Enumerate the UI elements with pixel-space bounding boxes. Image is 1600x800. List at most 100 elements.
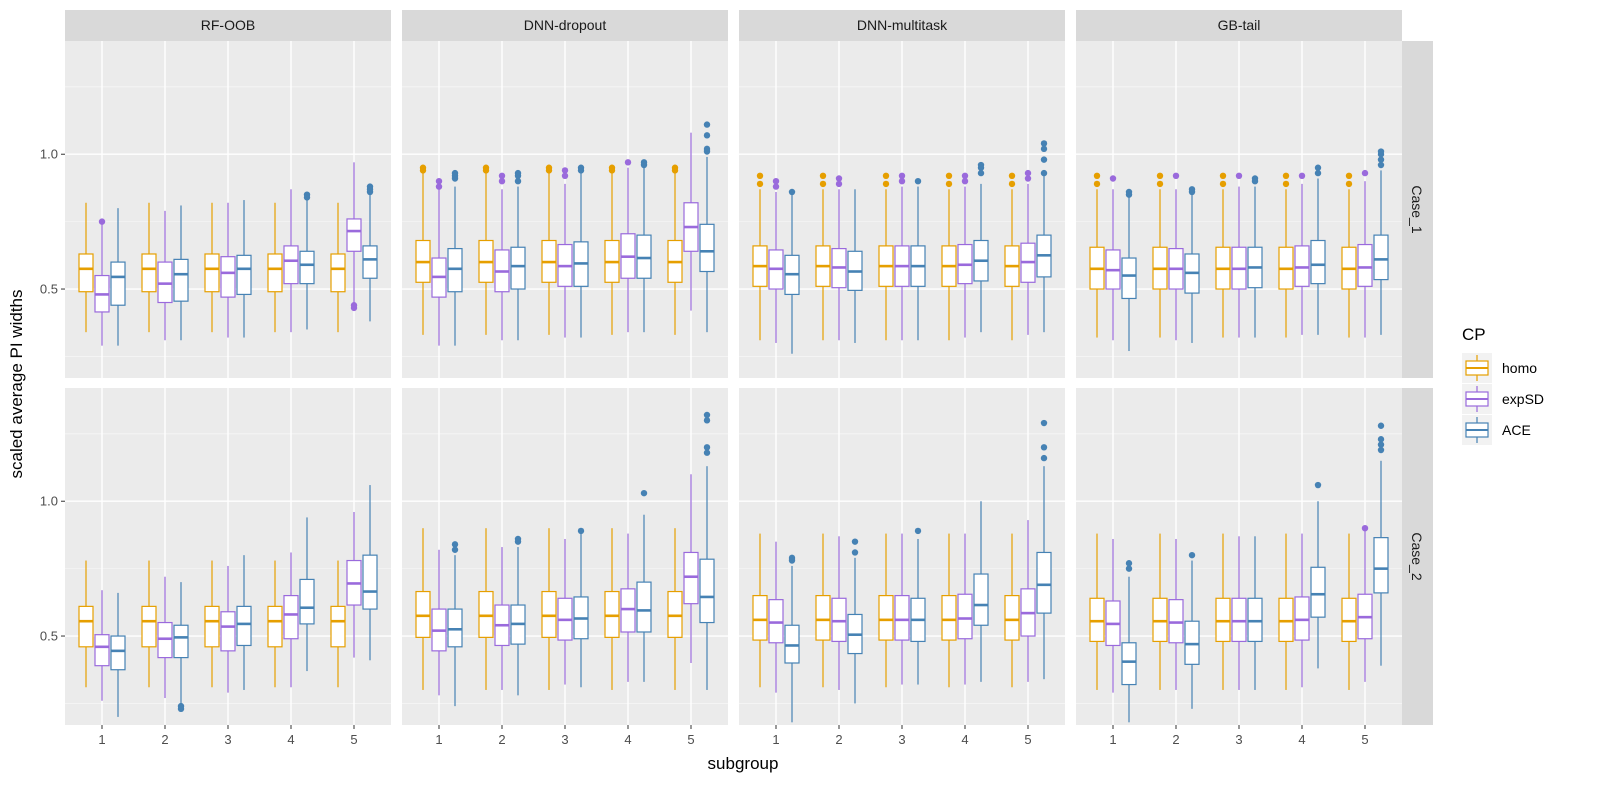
x-axis-title: subgroup [708, 754, 779, 773]
outlier-point [1109, 175, 1117, 182]
box-iqr [346, 218, 362, 252]
box-iqr [478, 590, 494, 638]
box-iqr [78, 605, 94, 648]
x-tick-label: 1 [1109, 732, 1116, 747]
box-iqr [220, 256, 236, 298]
x-tick-label: 3 [561, 732, 568, 747]
box-iqr [752, 594, 768, 641]
outlier-point [945, 180, 953, 188]
outlier-point [1040, 169, 1048, 177]
column-strip [1076, 10, 1402, 41]
outlier-point [1361, 524, 1369, 532]
outlier-point [1377, 161, 1385, 169]
row-strip-label: Case_1 [1409, 185, 1425, 233]
outlier-point [1172, 172, 1180, 179]
column-strip [402, 10, 728, 41]
box-iqr [110, 635, 126, 671]
box-iqr [699, 558, 715, 624]
outlier-point [1040, 145, 1048, 153]
outlier-point [1156, 172, 1164, 179]
box-iqr [636, 234, 652, 279]
outlier-point [898, 177, 906, 185]
outlier-point [435, 177, 443, 185]
outlier-point [545, 164, 553, 171]
x-tick-label: 4 [1298, 732, 1305, 747]
box-iqr [141, 253, 157, 293]
outlier-point [177, 702, 185, 710]
outlier-point [561, 167, 569, 174]
outlier-point [898, 172, 906, 179]
outlier-point [945, 172, 953, 179]
x-tick-label: 3 [898, 732, 905, 747]
box-iqr [973, 573, 989, 626]
outlier-point [451, 546, 459, 553]
outlier-point [977, 161, 985, 169]
outlier-point [772, 183, 780, 190]
box-iqr [878, 594, 894, 641]
x-tick-label: 1 [772, 732, 779, 747]
outlier-point [756, 172, 764, 179]
outlier-point [1156, 180, 1164, 188]
outlier-point [1219, 180, 1227, 188]
outlier-point [819, 172, 827, 179]
legend-label: expSD [1502, 391, 1544, 407]
outlier-point [1361, 169, 1369, 177]
outlier-point [703, 444, 711, 451]
outlier-point [1040, 444, 1048, 451]
box-iqr [204, 605, 220, 648]
outlier-point [914, 527, 922, 535]
legend-label: homo [1502, 360, 1537, 376]
outlier-point [498, 177, 506, 185]
outlier-point [1024, 175, 1032, 182]
box-iqr [894, 594, 910, 641]
outlier-point [1008, 172, 1016, 179]
outlier-point [1251, 175, 1259, 182]
y-tick-label: 0.5 [40, 629, 58, 644]
box-iqr [1373, 234, 1389, 281]
outlier-point [1093, 172, 1101, 179]
outlier-point [514, 177, 522, 185]
outlier-point [703, 449, 711, 456]
column-strip-label: DNN-dropout [524, 17, 607, 33]
outlier-point [1188, 551, 1196, 559]
outlier-point [1377, 148, 1385, 155]
x-tick-label: 2 [161, 732, 168, 747]
box-iqr [1310, 239, 1326, 285]
column-strip [65, 10, 391, 41]
panels-layer: RF-OOB DNN-dropout DNN-multitask GB-tail Cas… [40, 10, 1433, 747]
box-iqr [636, 581, 652, 633]
outlier-point [624, 159, 632, 166]
outlier-point [640, 159, 648, 166]
outlier-point [1040, 140, 1048, 147]
outlier-point [851, 538, 859, 545]
outlier-point [577, 164, 585, 171]
box-iqr [330, 253, 346, 293]
box-iqr [204, 253, 220, 293]
outlier-point [1282, 172, 1290, 179]
x-tick-label: 3 [1235, 732, 1242, 747]
outlier-point [1345, 172, 1353, 179]
outlier-point [1377, 156, 1385, 163]
outlier-point [1314, 169, 1322, 177]
box-iqr [1168, 599, 1184, 644]
outlier-point [1314, 164, 1322, 171]
box-iqr [1310, 566, 1326, 618]
outlier-point [1298, 172, 1306, 179]
box-iqr [1247, 597, 1263, 643]
legend: CP homo expSD ACE [1462, 325, 1544, 445]
outlier-point [1125, 565, 1133, 572]
outlier-point [1282, 180, 1290, 188]
y-tick-label: 0.5 [40, 282, 58, 297]
outlier-point [1235, 172, 1243, 179]
x-tick-label: 5 [1361, 732, 1368, 747]
row-strip [1402, 388, 1433, 725]
box-iqr [1184, 620, 1200, 665]
box-iqr [236, 254, 252, 296]
outlier-point [703, 121, 711, 128]
box-iqr [1341, 597, 1357, 643]
outlier-point [498, 172, 506, 179]
box-iqr [1231, 597, 1247, 643]
outlier-point [788, 554, 796, 562]
outlier-point [514, 535, 522, 543]
box-iqr [1089, 597, 1105, 643]
